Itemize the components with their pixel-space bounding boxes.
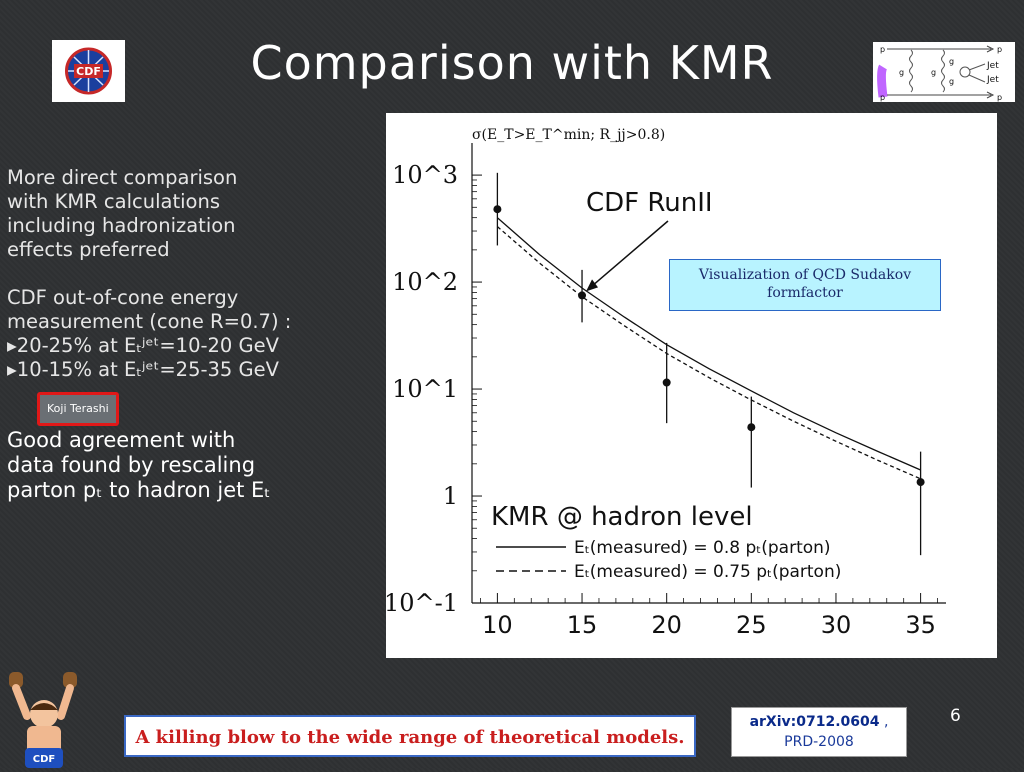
y-tick-label: 1 (443, 482, 458, 510)
x-tick-label: 20 (651, 611, 682, 639)
x-tick-label: 30 (821, 611, 852, 639)
left-text-block: More direct comparison with KMR calculat… (7, 166, 387, 503)
text-line: parton pₜ to hadron jet Eₜ (7, 478, 271, 502)
chart-svg: σ(E_T>E_T^min; R_jj>0.8) 10^3 10^2 10^1 1 10^… (384, 127, 946, 639)
cross-section-chart: σ(E_T>E_T^min; R_jj>0.8) 10^3 10^2 10^1 1 10^… (384, 113, 997, 658)
svg-text:CDF: CDF (76, 65, 101, 78)
ref-separator: , (879, 714, 889, 730)
text-line: ▸10-15% at Eₜʲᵉᵗ=25-35 GeV (7, 358, 279, 381)
diagram-label: p (880, 93, 885, 102)
data-point (493, 205, 502, 214)
reference-box[interactable]: arXiv:0712.0604 , PRD-2008 (731, 707, 907, 757)
x-tick-label: 25 (736, 611, 767, 639)
diagram-label: g (949, 77, 954, 86)
boxer-mascot: CDF (5, 668, 85, 768)
y-tick-label: 10^2 (392, 268, 458, 296)
footer-banner: A killing blow to the wide range of theo… (124, 715, 696, 757)
diagram-label: g (899, 68, 904, 77)
cdf-logo: CDF (52, 40, 125, 102)
diagram-label: p (997, 45, 1002, 54)
slide-title: Comparison with KMR (250, 36, 774, 90)
annotation-arrowhead (586, 279, 599, 292)
x-tick-label: 10 (482, 611, 513, 639)
text-line: with KMR calculations (7, 190, 220, 213)
text-line: effects preferred (7, 238, 170, 261)
diagram-label: p (880, 45, 885, 54)
diagram-label: p (997, 93, 1002, 102)
legend-title: KMR @ hadron level (491, 502, 753, 532)
text-line: data found by rescaling (7, 453, 256, 477)
series-line (496, 226, 921, 480)
diagram-label: g (931, 68, 936, 77)
feynman-diagram: p p p p g g g g Jet Jet (873, 42, 1015, 102)
annotation-arrow (587, 220, 669, 291)
text-line: including hadronization (7, 214, 236, 237)
legend-entry: Eₜ(measured) = 0.75 pₜ(parton) (574, 562, 841, 582)
journal-ref: PRD-2008 (784, 734, 854, 750)
x-tick-label: 15 (567, 611, 598, 639)
series-line (496, 217, 921, 471)
diagram-label: Jet (986, 75, 999, 85)
page-number: 6 (950, 706, 961, 726)
y-tick-label: 10^-1 (386, 589, 458, 617)
diagram-label: Jet (986, 61, 999, 71)
y-tick-label: 10^3 (392, 161, 458, 189)
text-line: Good agreement with (7, 428, 236, 452)
diagram-label: g (949, 57, 954, 66)
data-point (916, 478, 925, 487)
sudakov-label-box: Visualization of QCD Sudakov formfactor (669, 259, 941, 311)
text-line: More direct comparison (7, 166, 238, 189)
x-tick-label: 35 (905, 611, 936, 639)
annotation-label: CDF RunII (586, 188, 713, 218)
data-point (578, 291, 587, 300)
text-line: measurement (cone R=0.7) : (7, 310, 292, 333)
data-point (662, 378, 671, 387)
text-line: CDF out-of-cone energy (7, 286, 239, 309)
arxiv-link[interactable]: arXiv:0712.0604 (749, 714, 880, 730)
data-point (747, 423, 756, 432)
text-line: ▸20-25% at Eₜʲᵉᵗ=10-20 GeV (7, 334, 279, 357)
author-tag: Koji Terashi (37, 392, 119, 426)
legend-entry: Eₜ(measured) = 0.8 pₜ(parton) (574, 538, 831, 558)
chart-title: σ(E_T>E_T^min; R_jj>0.8) (472, 127, 665, 143)
svg-text:CDF: CDF (33, 754, 55, 765)
y-tick-label: 10^1 (392, 375, 458, 403)
